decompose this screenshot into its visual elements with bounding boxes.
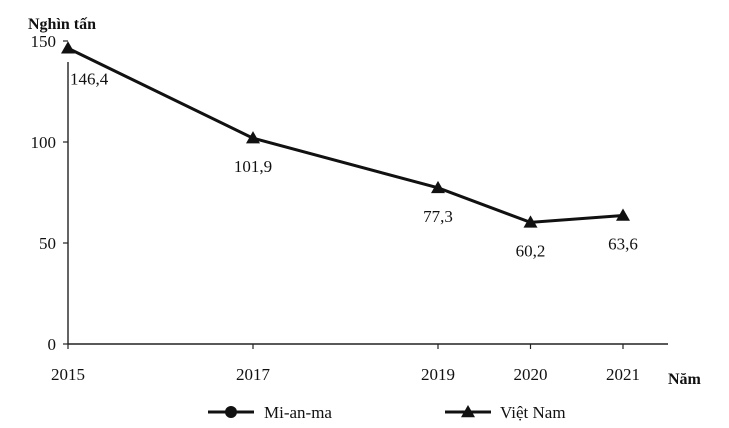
legend-marker-vi-t-nam bbox=[461, 405, 475, 418]
data-point-vi-t-nam bbox=[523, 215, 538, 228]
x-tick-label: 2019 bbox=[421, 365, 455, 384]
x-tick-label: 2017 bbox=[236, 365, 271, 384]
legend-label-vi-t-nam: Việt Nam bbox=[500, 403, 566, 422]
data-point-vi-t-nam bbox=[246, 131, 260, 144]
axes: 05010015020025020152017201920202021 bbox=[31, 32, 668, 384]
data-label-vi-t-nam: 101,9 bbox=[234, 157, 272, 176]
x-axis-title: Năm bbox=[668, 371, 702, 388]
legend-label-mi-an-ma: Mi-an-ma bbox=[264, 403, 332, 422]
series-line-vi-t-nam bbox=[67, 46, 624, 224]
data-label-vi-t-nam: 77,3 bbox=[423, 207, 453, 226]
y-axis-title: Nghìn tấn bbox=[28, 16, 96, 33]
data-label-vi-t-nam: 146,4 bbox=[70, 69, 109, 88]
y-tick-label: 50 bbox=[39, 234, 56, 253]
x-tick-label: 2015 bbox=[51, 365, 85, 384]
data-label-vi-t-nam: 63,6 bbox=[608, 235, 638, 254]
x-tick-label: 2020 bbox=[514, 365, 548, 384]
data-point-vi-t-nam bbox=[616, 208, 630, 221]
data-label-vi-t-nam: 60,2 bbox=[516, 241, 546, 260]
legend: Mi-an-ma Việt Nam bbox=[208, 403, 566, 422]
y-tick-label: 100 bbox=[31, 133, 57, 152]
series-layer: 228,9214,8204,4194,6192,5146,4101,977,36… bbox=[61, 41, 638, 260]
y-tick-label: 0 bbox=[48, 335, 57, 354]
y-tick-label: 150 bbox=[31, 32, 57, 51]
x-tick-label: 2021 bbox=[606, 365, 640, 384]
legend-marker-mi-an-ma bbox=[225, 406, 237, 418]
data-point-vi-t-nam bbox=[61, 41, 75, 54]
data-point-vi-t-nam bbox=[431, 180, 445, 194]
